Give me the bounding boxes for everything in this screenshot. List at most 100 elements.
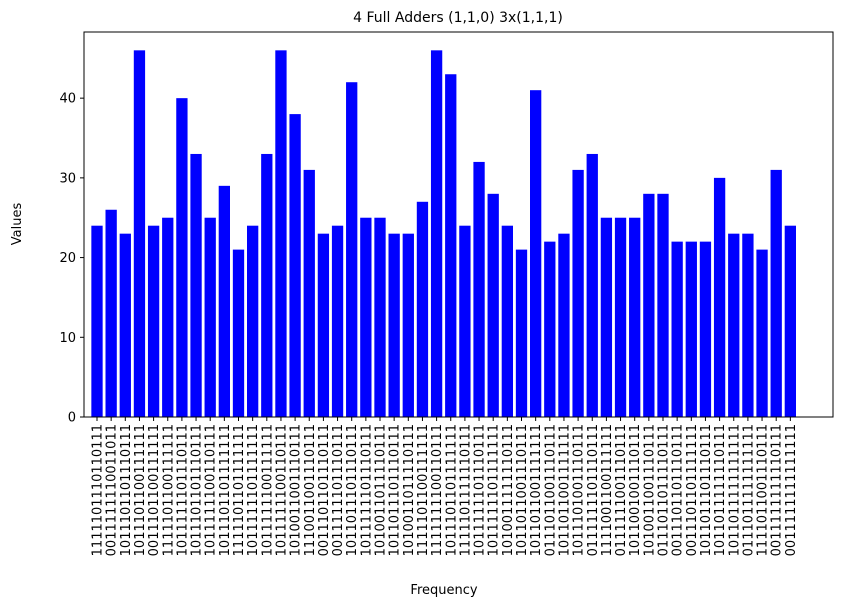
bar (346, 82, 358, 417)
x-tick-label: 1011111101110111 (175, 424, 190, 556)
x-tick-label: 1011111100110111 (204, 424, 219, 556)
x-tick-label: 1111111100110111 (430, 424, 445, 556)
x-tick-label: 1011001001110111 (628, 424, 643, 556)
x-tick-label: 0011101101111111 (685, 424, 700, 556)
x-tick-label: 1111101100111111 (416, 424, 431, 556)
x-tick-label: 1111101110110111 (91, 424, 106, 556)
x-tick-label: 1011011101110111 (699, 424, 714, 556)
bar (133, 50, 146, 417)
x-tick-label: 0011101100111111 (147, 424, 162, 556)
bar (530, 90, 542, 417)
bar (162, 217, 174, 417)
x-tick-label: 1011101101110111 (119, 424, 134, 556)
bar (388, 233, 400, 417)
bar (586, 153, 598, 417)
x-tick-label: 1011011101110111 (345, 424, 360, 556)
x-tick-label: 0111011001110111 (543, 424, 558, 556)
bar (487, 193, 499, 417)
x-tick-label: 0011111111111111 (784, 424, 799, 556)
bar (657, 193, 669, 417)
x-tick-label: 1110011001110111 (303, 424, 318, 556)
x-tick-label: 1011011111111111 (727, 424, 742, 556)
x-axis-label: Frequency (410, 583, 477, 598)
y-tick-label: 40 (59, 92, 76, 107)
x-tick-label: 0111111101110111 (586, 424, 601, 556)
y-tick-label: 20 (59, 251, 76, 266)
bar (105, 209, 117, 417)
chart-title: 4 Full Adders (1,1,0) 3x(1,1,1) (353, 10, 563, 26)
bar (742, 233, 754, 417)
x-tick-label: 1111011001110111 (756, 424, 771, 556)
bar (756, 249, 768, 417)
x-tick-label: 1011011111110111 (713, 424, 728, 556)
bar (147, 225, 160, 417)
bar (176, 98, 188, 417)
x-tick-label: 1011011001110111 (515, 424, 530, 556)
y-axis-label: Values (10, 203, 25, 246)
x-tick-label: 0011101101110111 (317, 424, 332, 556)
x-tick-label: 1010011001110111 (289, 424, 304, 556)
x-tick-label: 0011111101110111 (331, 424, 346, 556)
x-tick-label: 1011011101110111 (388, 424, 403, 556)
x-tick-label: 1011111101110111 (359, 424, 374, 556)
bar (685, 241, 697, 417)
bar (430, 50, 443, 417)
x-tick-label: 1011111100111111 (260, 424, 275, 556)
bar (416, 201, 429, 417)
bar (232, 249, 245, 417)
x-tick-label: 1011111101110111 (473, 424, 488, 556)
bar (360, 217, 372, 417)
bar (402, 233, 414, 417)
x-tick-label: 1011101100111111 (133, 424, 148, 556)
axes-frame (83, 31, 834, 418)
bar (713, 177, 726, 417)
bar (728, 233, 740, 417)
bar (204, 217, 216, 417)
x-tick-label: 1010011111110111 (501, 424, 516, 556)
x-tick-label: 1111101100111111 (161, 424, 176, 556)
y-tick-label: 0 (68, 411, 76, 426)
x-tick-label: 0111111001110111 (614, 424, 629, 556)
bar (699, 241, 712, 417)
x-tick-label: 0111011111111111 (741, 424, 756, 556)
bar (91, 225, 103, 417)
bar (247, 225, 259, 417)
bar (289, 114, 301, 418)
bar (459, 225, 471, 417)
x-tick-label: 1011011001111111 (557, 424, 572, 556)
bar (473, 161, 485, 417)
bar (558, 233, 570, 417)
x-tick-label: 1010011011110111 (374, 424, 389, 556)
bar (572, 169, 584, 417)
x-tick-label: 1011101101111111 (444, 424, 459, 556)
x-tick-label: 0011111111110111 (770, 424, 785, 556)
y-tick-label: 10 (59, 331, 76, 346)
x-tick-label: 1011111101111111 (246, 424, 261, 556)
bar (770, 169, 782, 417)
x-tick-label: 0111011011110111 (657, 424, 672, 556)
bar (317, 233, 330, 417)
bar (303, 169, 315, 417)
bar (614, 217, 627, 417)
bar (600, 217, 613, 417)
x-tick-label: 0011111110011011 (105, 424, 120, 556)
x-tick-label: 1011101101110111 (190, 424, 205, 556)
bar (671, 241, 683, 417)
bar (445, 74, 457, 418)
x-tick-label: 1111101101111111 (232, 424, 247, 556)
x-tick-label: 1011011001111111 (529, 424, 544, 556)
bar (218, 185, 230, 417)
bar (643, 193, 655, 417)
bar (119, 233, 131, 417)
bar (331, 225, 344, 417)
bar (374, 217, 386, 417)
x-tick-label: 1011101001110111 (572, 424, 587, 556)
bar (544, 241, 556, 417)
bar (501, 225, 513, 417)
x-tick-label: 1011111101111111 (487, 424, 502, 556)
bar (515, 249, 528, 417)
bar (190, 153, 202, 417)
bar (261, 153, 273, 417)
x-tick-label: 1111001100111111 (600, 424, 615, 556)
